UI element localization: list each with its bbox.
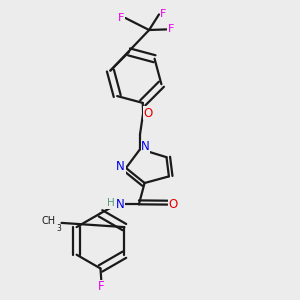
Text: N: N [116, 160, 125, 173]
Text: CH: CH [42, 216, 56, 226]
Text: O: O [168, 198, 177, 211]
Text: O: O [144, 107, 153, 120]
Text: F: F [168, 24, 174, 34]
Text: N: N [116, 198, 124, 211]
Text: H: H [106, 198, 114, 208]
Text: F: F [160, 9, 167, 20]
Text: F: F [98, 280, 105, 293]
Text: 3: 3 [57, 224, 62, 233]
Text: F: F [118, 13, 124, 23]
Text: N: N [141, 140, 150, 153]
